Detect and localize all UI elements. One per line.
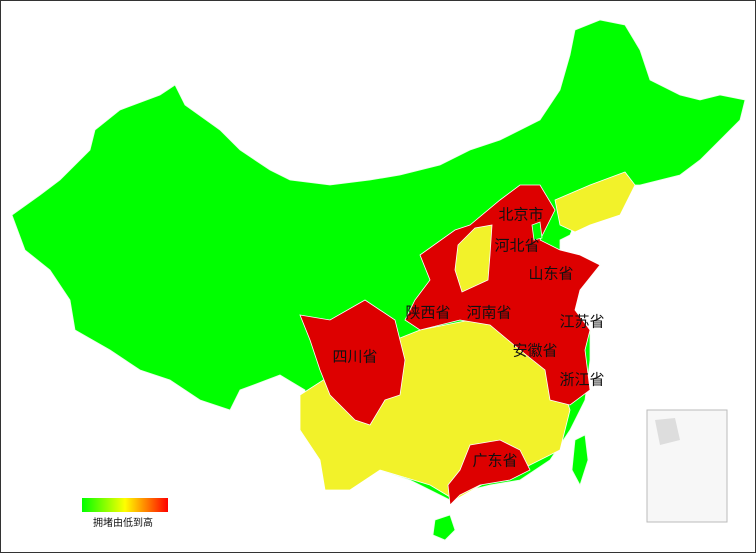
region [571,434,589,487]
legend-text: 拥堵由低到高 [93,516,153,529]
region [404,184,601,406]
region [454,224,493,293]
region-label: 广东省 [472,452,517,470]
region-label: 河北省 [494,237,539,255]
legend-bar [82,498,168,512]
region-label: 安徽省 [512,342,557,360]
region [447,439,531,506]
region [531,221,543,241]
region [554,171,636,233]
region-label: 浙江省 [559,371,604,389]
region [299,299,406,426]
region-label: 陕西省 [405,304,450,322]
labels: 北京市河北省山东省陕西省 河南省江苏省安徽省浙江省 四川省广东省 [332,206,604,470]
region-label: 四川省 [332,348,377,366]
region-label: 江苏省 [559,313,604,331]
region-label: 山东省 [528,265,573,283]
region-label: 河南省 [466,304,511,322]
inset-land [655,418,680,445]
region [432,514,456,541]
region-label: 北京市 [498,206,543,224]
